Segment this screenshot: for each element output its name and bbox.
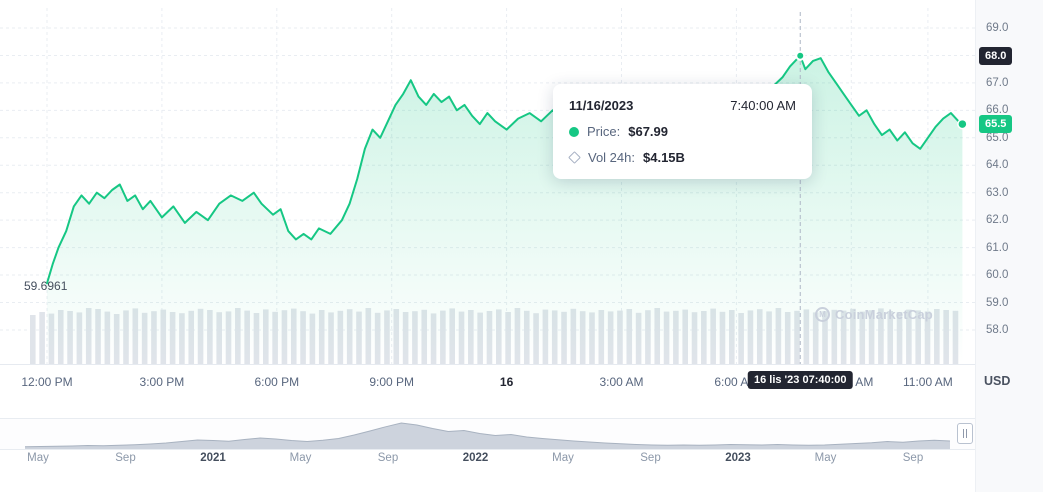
tooltip-price-value: $67.99 [628, 124, 668, 139]
tooltip-time: 7:40:00 AM [730, 98, 796, 113]
last-price-badge: 65.5 [979, 115, 1013, 134]
x-axis-tick-label: 9:00 PM [369, 375, 415, 389]
x-axis-tick-label: 3:00 AM [599, 375, 644, 389]
x-axis-tick-label: 6:00 PM [254, 375, 300, 389]
last-point-marker [957, 118, 968, 130]
y-axis-tick-label: 65.0 [986, 131, 1009, 144]
navigator-handle[interactable] [957, 423, 973, 444]
y-axis-tick-label: 66.0 [986, 104, 1009, 117]
navigator-tick-label: 2021 [200, 452, 226, 464]
navigator-tick-label: May [27, 452, 49, 464]
navigator-tick-label: Sep [115, 452, 136, 464]
tooltip-volume-value: $4.15B [643, 150, 685, 165]
price-chart[interactable]: 59.6961 M CoinMarketCap 11/16/2023 7:40:… [0, 0, 975, 365]
navigator-line [24, 422, 951, 448]
navigator-tick-label: Sep [902, 452, 924, 464]
y-axis: 68.0 65.5 69.068.067.066.065.064.063.062… [975, 0, 1043, 492]
navigator-area-fill [25, 423, 950, 449]
price-series-icon [569, 126, 579, 137]
tooltip-price-row: Price: $67.99 [569, 124, 796, 139]
navigator-tick-label: May [814, 452, 837, 464]
price-line [46, 54, 964, 285]
x-axis-tick-label: 3:00 PM [139, 375, 185, 389]
coinmarketcap-logo-icon: M [815, 307, 830, 322]
navigator-canvas[interactable] [0, 419, 975, 449]
range-navigator[interactable] [0, 418, 975, 450]
navigator-tick-label: 2023 [725, 452, 751, 464]
watermark: M CoinMarketCap [815, 307, 933, 322]
x-axis-tick-label: 16 [499, 375, 514, 389]
y-axis-tick-label: 61.0 [986, 241, 1009, 254]
chart-tooltip: 11/16/2023 7:40:00 AM Price: $67.99 Vol … [553, 84, 812, 179]
x-axis-tick-label: 6:00 AM [714, 375, 759, 389]
x-axis-tick-label: 11:00 AM [902, 375, 953, 389]
crosshair-time-badge: 16 lis '23 07:40:00 [747, 371, 853, 389]
crosshair-price-badge: 68.0 [979, 46, 1013, 65]
volume-bar [30, 315, 36, 364]
tooltip-volume-label: Vol 24h: [588, 150, 635, 165]
y-axis-tick-label: 67.0 [986, 76, 1009, 89]
tooltip-date: 11/16/2023 [569, 98, 634, 113]
hovered-point-marker[interactable] [795, 50, 806, 61]
y-axis-tick-label: 64.0 [986, 159, 1009, 172]
navigator-tick-label: May [289, 452, 312, 464]
y-axis-tick-label: 63.0 [986, 186, 1009, 199]
tooltip-volume-row: Vol 24h: $4.15B [568, 150, 796, 165]
navigator-tick-label: May [552, 452, 574, 464]
x-axis-tick-label: 12:00 PM [21, 375, 73, 389]
watermark-text: CoinMarketCap [835, 307, 933, 322]
navigator-tick-label: 2022 [462, 452, 489, 464]
navigator-tick-label: Sep [640, 452, 661, 464]
y-axis-tick-label: 69.0 [986, 22, 1009, 34]
y-axis-tick-label: 60.0 [986, 269, 1009, 282]
volume-bar [39, 312, 45, 364]
navigator-labels: May Sep 2021 May Sep 2022 May Sep 2023 May Sep [0, 452, 975, 470]
y-axis-tick-label: 59.0 [986, 296, 1009, 309]
currency-label: USD [984, 374, 1011, 388]
start-price-annotation: 59.6961 [24, 279, 68, 293]
volume-series-icon [568, 151, 581, 164]
y-axis-tick-label: 62.0 [986, 214, 1009, 227]
tooltip-price-label: Price: [587, 124, 621, 139]
y-axis-tick-label: 58.0 [986, 323, 1009, 336]
grip-icon [963, 429, 967, 438]
navigator-tick-label: Sep [377, 452, 399, 464]
